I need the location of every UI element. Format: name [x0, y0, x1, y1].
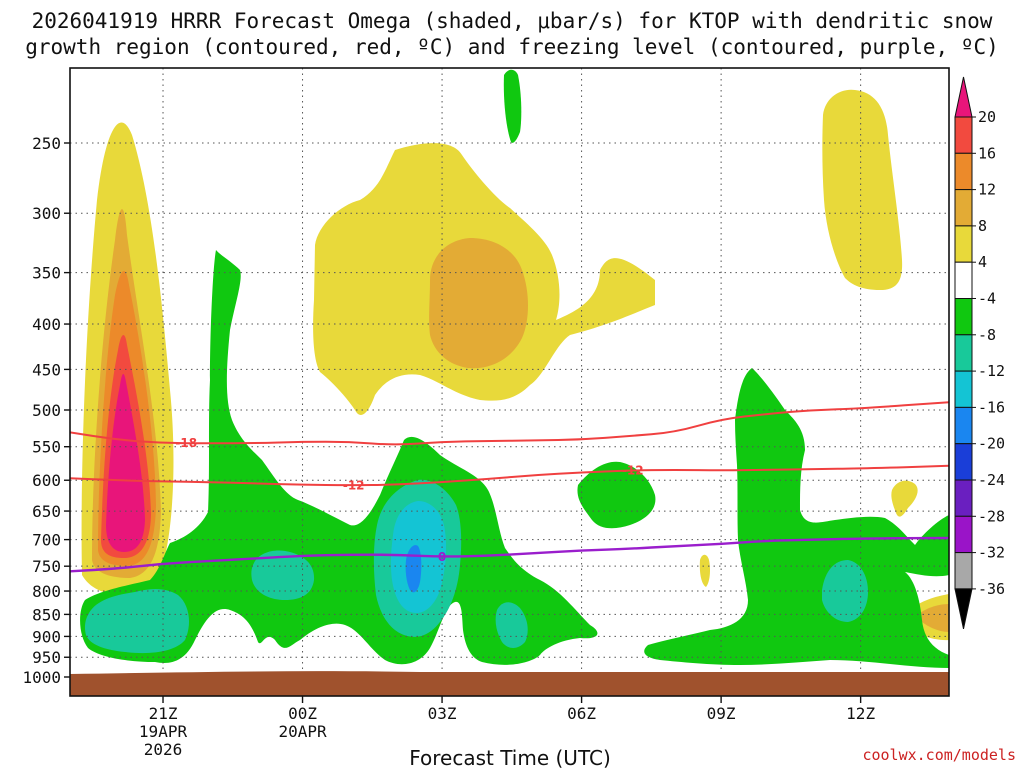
colorbar-swatch-11 — [954, 479, 973, 517]
title-line-1: 2026041919 HRRR Forecast Omega (shaded, … — [31, 9, 993, 33]
colorbar-label-3: 8 — [978, 217, 987, 235]
title-line-2: growth region (contoured, red, ºC) and f… — [25, 35, 999, 59]
x-axis-label: Forecast Time (UTC) — [409, 746, 611, 768]
omega-neg8-right-cell — [822, 560, 868, 622]
y-tick-label-250: 250 — [32, 134, 61, 153]
colorbar-swatch-5 — [954, 261, 973, 300]
y-tick-label-300: 300 — [32, 204, 61, 223]
colorbar-label-12: -32 — [978, 544, 1005, 562]
colorbar-label-5: -4 — [978, 290, 996, 308]
x-tick-label-21Z-1: 19APR — [139, 722, 188, 741]
y-tick-label-600: 600 — [32, 471, 61, 490]
plot-area: -18 -12 -12 0 — [70, 68, 949, 696]
x-tick-label-06Z-0: 06Z — [567, 704, 596, 723]
y-tick-label-400: 400 — [32, 315, 61, 334]
colorbar-label-4: 4 — [978, 253, 987, 271]
omega-20-left-plume — [106, 374, 145, 552]
colorbar-label-0: 20 — [978, 108, 996, 126]
colorbar-swatch-12 — [954, 515, 973, 554]
colorbar-label-13: -36 — [978, 580, 1005, 598]
omega-neg8-low-mid — [251, 550, 315, 600]
y-tick-label-550: 550 — [32, 438, 61, 457]
colorbar-label-1: 16 — [978, 144, 996, 162]
y-tick-label-650: 650 — [32, 502, 61, 521]
plot-frame — [69, 67, 950, 697]
colorbar-top-arrow — [954, 76, 973, 118]
freezing-level-contour — [70, 536, 949, 573]
dgz-lower-label-0: -12 — [343, 478, 365, 492]
colorbar-bottom-arrow — [954, 588, 973, 630]
colorbar-label-7: -12 — [978, 362, 1005, 380]
x-tick-label-03Z-0: 03Z — [428, 704, 457, 723]
omega-neg8-low-left — [84, 588, 190, 654]
omega-8-edge-right — [920, 604, 949, 632]
y-axis: 250 300 350 400 450 500 550 600 650 700 750 800 850 9… — [22, 134, 70, 687]
contour-labels: -18 -12 -12 0 — [175, 436, 644, 564]
colorbar-swatch-13 — [954, 552, 973, 590]
x-tick-label-00Z-0: 00Z — [288, 704, 317, 723]
omega-neg4-mid-right-blob — [577, 461, 656, 529]
y-tick-label-900: 900 — [32, 627, 61, 646]
colorbar-swatch-4 — [954, 225, 973, 263]
omega-neg16-mid-cell — [405, 545, 422, 593]
colorbar-swatch-2 — [954, 152, 973, 191]
colorbar-swatch-6 — [954, 298, 973, 336]
omega-4-upper-right — [822, 89, 903, 290]
x-tick-label-12Z-0: 12Z — [846, 704, 875, 723]
y-tick-label-450: 450 — [32, 360, 61, 379]
colorbar-label-8: -16 — [978, 398, 1005, 416]
dgz-upper-contour — [70, 401, 949, 446]
dgz-lower-label-1: -12 — [622, 463, 644, 477]
colorbar-swatch-1 — [954, 116, 973, 154]
omega-4-small-right-1 — [891, 480, 918, 517]
colorbar-label-6: -8 — [978, 326, 996, 344]
colorbar-label-9: -20 — [978, 435, 1005, 453]
dgz-upper-label-0: -18 — [175, 436, 197, 450]
colorbar-swatch-9 — [954, 406, 973, 445]
colorbar-swatch-8 — [954, 370, 973, 408]
y-tick-label-500: 500 — [32, 401, 61, 420]
colorbar-swatch-10 — [954, 443, 973, 481]
y-tick-label-950: 950 — [32, 648, 61, 667]
y-tick-label-700: 700 — [32, 531, 61, 550]
omega-neg8-low-right-mid — [495, 602, 528, 648]
colorbar-swatch-3 — [954, 189, 973, 227]
omega-8-mid-block — [429, 238, 528, 369]
colorbar-label-10: -24 — [978, 471, 1005, 489]
credit-text: coolwx.com/models — [862, 746, 1016, 764]
colorbar-label-11: -28 — [978, 507, 1005, 525]
colorbar-label-2: 12 — [978, 181, 996, 199]
ground — [70, 671, 949, 696]
x-tick-label-21Z-2: 2026 — [144, 740, 183, 759]
omega-4-small-right-2 — [699, 554, 710, 587]
colorbar-swatch-7 — [954, 334, 973, 372]
y-tick-label-750: 750 — [32, 557, 61, 576]
y-tick-label-350: 350 — [32, 264, 61, 283]
y-tick-label-850: 850 — [32, 605, 61, 624]
omega-neg4-right-column — [644, 368, 949, 668]
omega-neg4-upper-column — [503, 69, 522, 143]
chart-title: 2026041919 HRRR Forecast Omega (shaded, … — [0, 8, 1024, 60]
x-tick-label-21Z-0: 21Z — [149, 704, 178, 723]
y-tick-label-1000: 1000 — [22, 668, 61, 687]
y-tick-label-800: 800 — [32, 582, 61, 601]
colorbar: 20 16 12 8 4 -4 -8 -12 -16 -20 -24 -28 -32 -36 — [954, 76, 1005, 630]
x-tick-label-09Z-0: 09Z — [707, 704, 736, 723]
frz-level-label-0: 0 — [438, 550, 446, 564]
x-tick-label-00Z-1: 20APR — [278, 722, 327, 741]
dgz-lower-contour — [70, 464, 949, 487]
